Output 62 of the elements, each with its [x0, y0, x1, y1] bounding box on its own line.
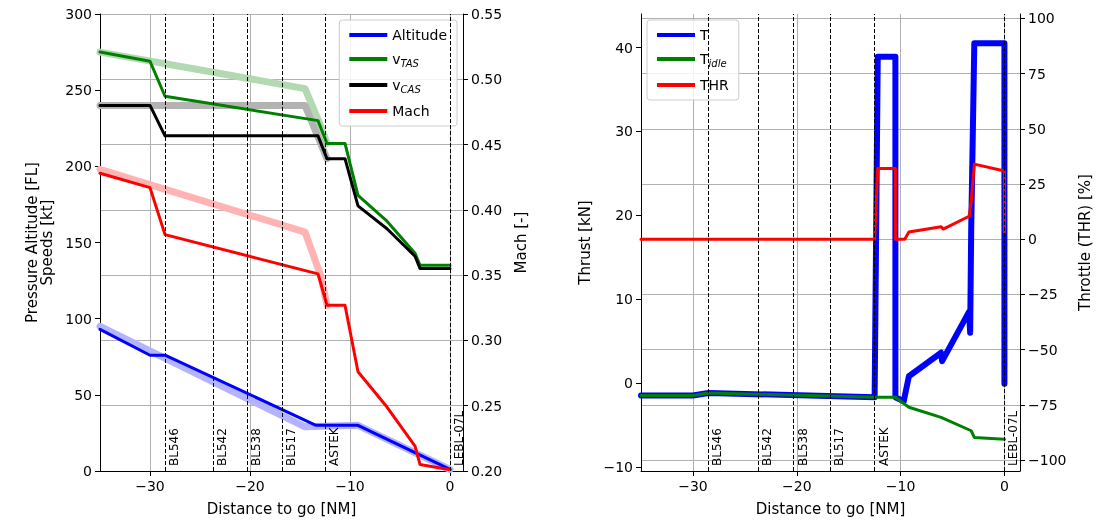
line-series	[98, 171, 452, 472]
y2-tick-label: 25	[1028, 176, 1046, 192]
ref-line-label: LEBL-07L	[1006, 410, 1021, 466]
y2-tick-label: 0.55	[471, 6, 503, 22]
y-tick-label: −10	[603, 458, 633, 475]
y2-tick-label: 75	[1028, 65, 1046, 82]
y-tick-label: 200	[65, 158, 92, 175]
line-series	[639, 162, 1006, 241]
y2-tick-label: −75	[1028, 396, 1058, 413]
y-tick-label: 0	[624, 374, 633, 391]
y2-axis-title: Throttle (THR) [%]	[1075, 174, 1094, 312]
x-tick-label: 0	[445, 478, 455, 494]
y2-tick-label: 0.35	[471, 267, 503, 284]
y-tick-label: 30	[615, 123, 633, 140]
y-tick-label: 50	[74, 386, 92, 403]
ref-line-label: ASTEK	[876, 426, 891, 466]
y2-tick-label: 0.50	[471, 71, 503, 88]
y-axis-title: Pressure Altitude [FL] Speeds [kt]	[22, 162, 56, 323]
y-axis-title: Thrust [kN]	[576, 200, 595, 286]
y2-tick-label: 0.20	[471, 463, 503, 479]
legend-label: THR	[699, 77, 730, 93]
x-tick-label: −20	[235, 478, 265, 494]
ref-line-label: BL517	[831, 428, 846, 466]
y2-tick-label: 0.45	[471, 136, 503, 153]
ref-line-label: BL517	[284, 428, 298, 466]
y2-tick-label: −25	[1028, 286, 1058, 303]
y2-tick-label: 100	[1028, 10, 1055, 27]
x-tick-label: −30	[678, 478, 708, 494]
y2-tick-label: 0.25	[471, 397, 503, 414]
y-tick-label: 250	[65, 82, 92, 99]
ref-line-label: BL538	[249, 428, 263, 466]
y2-tick-label: −100	[1028, 451, 1067, 468]
y-tick-label: 40	[615, 39, 633, 56]
ref-line-label: ASTEK	[327, 426, 341, 466]
ref-line-label: BL538	[795, 428, 810, 466]
y-tick-label: 150	[65, 234, 92, 251]
y2-tick-label: 0.30	[471, 332, 503, 349]
y2-tick-label: −50	[1028, 341, 1058, 358]
x-tick-label: −30	[135, 478, 165, 494]
ref-line-label: BL546	[710, 428, 725, 466]
x-tick-label: −20	[781, 478, 812, 494]
y2-tick-label: 50	[1028, 120, 1046, 137]
ref-line-label: BL542	[215, 428, 229, 466]
y2-tick-label: 0	[1028, 231, 1037, 248]
y-tick-label: 300	[65, 6, 92, 22]
y2-tick-label: 0.40	[471, 201, 503, 218]
x-tick-label: −10	[335, 478, 365, 494]
y2-axis-title: Mach [-]	[511, 211, 530, 274]
x-tick-label: −10	[885, 478, 916, 494]
y-tick-label: 100	[65, 310, 92, 327]
y-tick-label: 10	[615, 291, 633, 308]
ref-line-label: BL546	[167, 428, 181, 466]
y-tick-label: 0	[83, 463, 92, 479]
x-axis-title: Distance to go [NM]	[206, 499, 357, 518]
ref-line-label: LEBL-07L	[452, 410, 466, 466]
ref-line-label: BL542	[760, 428, 775, 466]
x-tick-label: 0	[999, 478, 1009, 494]
y-tick-label: 20	[615, 207, 633, 224]
legend-label: Altitude	[392, 27, 448, 43]
line-series	[98, 50, 452, 267]
legend-label: Mach	[392, 103, 430, 119]
x-axis-title: Distance to go [NM]	[755, 499, 906, 518]
